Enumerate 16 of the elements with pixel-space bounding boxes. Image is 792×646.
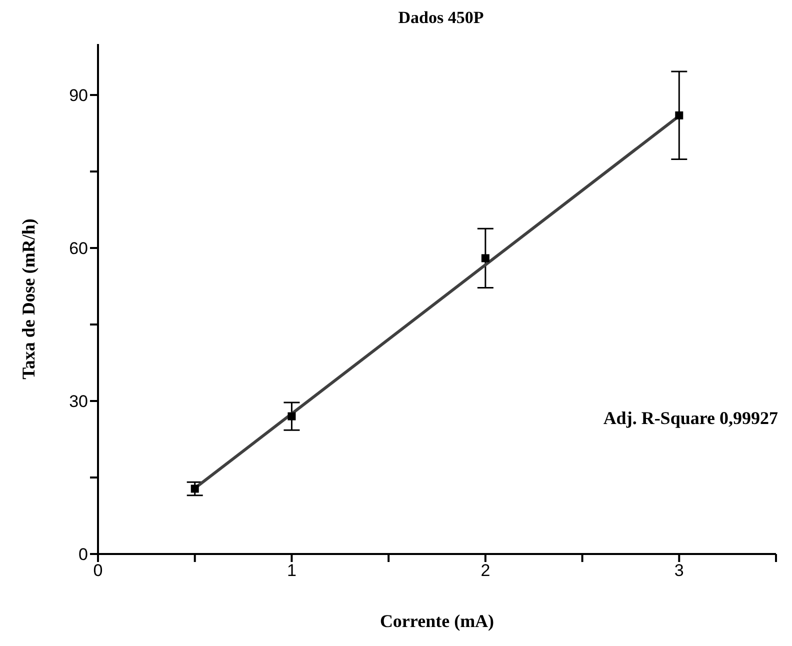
y-tick-label: 0 [78, 545, 88, 564]
point [675, 111, 684, 120]
x-tick-label: 1 [286, 561, 296, 580]
x-tick-label: 2 [480, 561, 490, 580]
y-tick-label: 90 [69, 86, 88, 106]
point [288, 412, 296, 420]
y-axis-title: Taxa de Dose (mR/h) [18, 218, 38, 380]
y-tick-label: 30 [69, 392, 88, 412]
point [481, 254, 490, 262]
x-tick-label: 3 [674, 561, 684, 580]
x-axis-title: Corrente (mA) [380, 610, 494, 631]
chart-title: Dados 450P [397, 8, 485, 29]
annotation: Adj. R-Square 0,99927 [603, 408, 778, 429]
point [190, 484, 199, 493]
y-tick-label: 60 [69, 239, 88, 258]
x-tick-label: 0 [93, 561, 103, 580]
